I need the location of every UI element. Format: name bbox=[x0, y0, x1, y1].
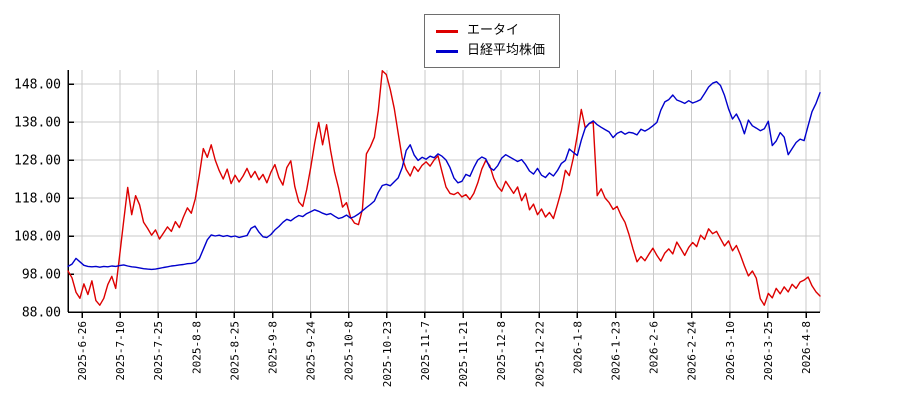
red-line-swatch-icon bbox=[436, 29, 458, 33]
svg-text:2025-11-7: 2025-11-7 bbox=[419, 321, 432, 381]
svg-text:118.00: 118.00 bbox=[14, 192, 61, 207]
legend-item-nikkei: 日経平均株価 bbox=[436, 41, 545, 61]
svg-text:2025-11-21: 2025-11-21 bbox=[457, 321, 470, 387]
svg-text:98.00: 98.00 bbox=[22, 268, 61, 283]
svg-text:2026-2-6: 2026-2-6 bbox=[648, 321, 661, 374]
svg-text:138.00: 138.00 bbox=[14, 116, 61, 131]
svg-text:2026-4-8: 2026-4-8 bbox=[800, 321, 813, 374]
svg-text:2025-6-26: 2025-6-26 bbox=[76, 321, 89, 381]
svg-text:2026-2-24: 2026-2-24 bbox=[686, 321, 699, 381]
svg-text:2025-9-24: 2025-9-24 bbox=[305, 321, 318, 381]
svg-text:108.00: 108.00 bbox=[14, 230, 61, 245]
svg-text:2026-3-25: 2026-3-25 bbox=[762, 321, 775, 381]
svg-text:2026-3-10: 2026-3-10 bbox=[724, 321, 737, 381]
svg-text:128.00: 128.00 bbox=[14, 154, 61, 169]
svg-text:148.00: 148.00 bbox=[14, 78, 61, 93]
blue-line-swatch-icon bbox=[436, 49, 458, 53]
svg-text:2025-12-22: 2025-12-22 bbox=[533, 321, 546, 387]
legend-item-etai: エータイ bbox=[436, 21, 545, 41]
svg-text:2025-8-25: 2025-8-25 bbox=[228, 321, 241, 381]
svg-text:2025-7-25: 2025-7-25 bbox=[152, 321, 165, 381]
svg-text:2026-1-8: 2026-1-8 bbox=[571, 321, 584, 374]
svg-text:2026-1-23: 2026-1-23 bbox=[610, 321, 623, 381]
svg-text:2025-7-10: 2025-7-10 bbox=[114, 321, 127, 381]
svg-text:2025-10-8: 2025-10-8 bbox=[343, 321, 356, 381]
legend-label-etai: エータイ bbox=[467, 23, 520, 38]
svg-text:2025-10-23: 2025-10-23 bbox=[381, 321, 394, 387]
svg-text:2025-8-8: 2025-8-8 bbox=[190, 321, 203, 374]
svg-text:2025-12-8: 2025-12-8 bbox=[495, 321, 508, 381]
legend: エータイ 日経平均株価 bbox=[424, 14, 561, 68]
svg-text:2025-9-8: 2025-9-8 bbox=[267, 321, 280, 374]
legend-label-nikkei: 日経平均株価 bbox=[467, 43, 546, 58]
svg-text:88.00: 88.00 bbox=[22, 306, 61, 321]
